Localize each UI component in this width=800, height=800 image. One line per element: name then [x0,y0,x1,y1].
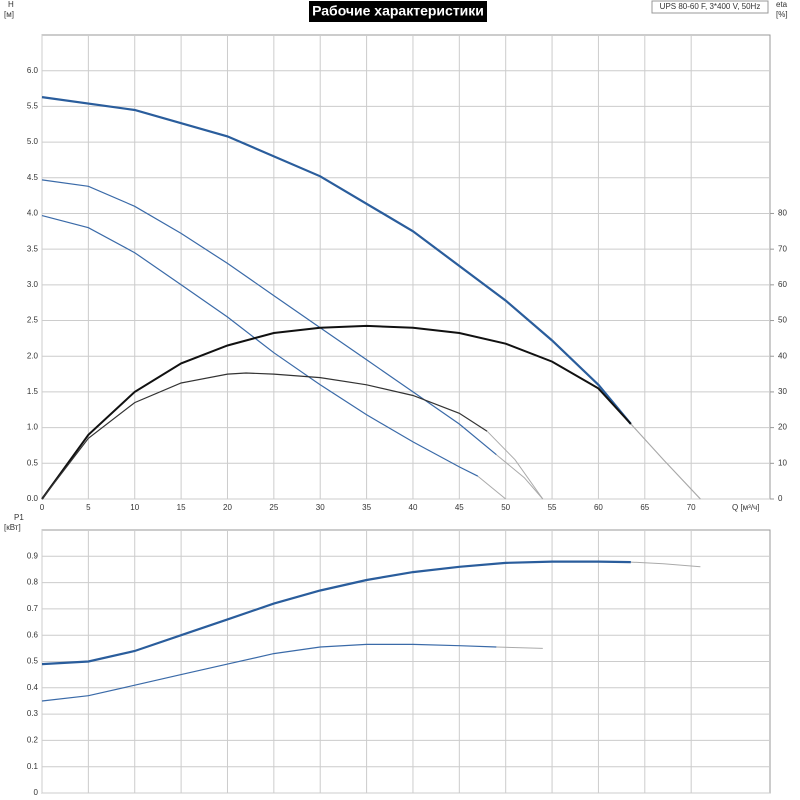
y2-tick-label: 20 [778,423,787,432]
y-tick-label: 0 [34,788,39,797]
title-box [309,1,487,22]
chart-subtitle: UPS 80-60 F, 3*400 V, 50Hz [660,2,761,11]
x-tick-label: 70 [687,503,696,512]
curve [41,372,488,500]
subtitle-box [651,0,769,14]
curve [477,475,507,500]
y-tick-label: 0.7 [27,604,39,613]
x-tick-label: 10 [130,503,139,512]
x-tick-label: 45 [455,503,464,512]
curve [41,96,632,425]
y-tick-label: 1.0 [27,423,39,432]
y-tick-label: 3.5 [27,244,39,253]
x-tick-label: 25 [269,503,278,512]
x-tick-label: 15 [177,503,186,512]
y-label: P1 [14,513,24,522]
y-label: H [8,0,14,9]
y2-label: eta [776,0,788,9]
x-tick-label: 50 [501,503,510,512]
curve [630,561,701,568]
y-tick-label: 5.0 [27,137,39,146]
y-tick-label: 0.6 [27,630,39,639]
y2-unit: [%] [776,10,788,19]
y-tick-label: 4.5 [27,173,39,182]
x-tick-label: 30 [316,503,325,512]
plot-area [41,34,771,500]
y-tick-label: 0.0 [27,494,39,503]
y2-tick-label: 70 [778,244,787,253]
y-tick-label: 0.5 [27,458,39,467]
x-tick-label: 65 [640,503,649,512]
y2-tick-label: 10 [778,458,787,467]
y-tick-label: 0.5 [27,657,39,666]
chart-title: Рабочие характеристики [312,3,484,19]
y2-tick-label: 60 [778,280,787,289]
y-tick-label: 0.8 [27,578,39,587]
curve [41,215,479,477]
x-label: Q [м³/ч] [732,503,759,512]
y-tick-label: 4.0 [27,209,39,218]
curve [496,646,543,649]
curve [41,324,632,500]
x-tick-label: 35 [362,503,371,512]
y-tick-label: 2.5 [27,316,39,325]
x-tick-label: 40 [409,503,418,512]
x-tick-label: 0 [40,503,45,512]
y-tick-label: 0.3 [27,709,39,718]
y-tick-label: 1.5 [27,387,39,396]
y-tick-label: 0.4 [27,683,39,692]
y-tick-label: 0.2 [27,736,39,745]
y-tick-label: 5.5 [27,101,39,110]
y-tick-label: 2.0 [27,351,39,360]
y-unit: [м] [4,10,14,19]
y-tick-label: 0.1 [27,762,39,771]
curve [496,454,544,500]
curve [630,423,701,500]
x-tick-label: 60 [594,503,603,512]
y2-tick-label: 50 [778,316,787,325]
curve [41,560,631,666]
curve [486,430,544,500]
y-tick-label: 6.0 [27,66,39,75]
y2-tick-label: 30 [778,387,787,396]
y-tick-label: 3.0 [27,280,39,289]
x-tick-label: 55 [548,503,557,512]
y-tick-label: 0.9 [27,551,39,560]
y2-tick-label: 40 [778,351,787,360]
y2-tick-label: 0 [778,494,783,503]
x-tick-label: 20 [223,503,232,512]
curve [41,179,497,456]
x-tick-label: 5 [86,503,91,512]
curve [41,643,497,702]
y2-tick-label: 80 [778,209,787,218]
y-unit: [кВт] [4,523,21,532]
